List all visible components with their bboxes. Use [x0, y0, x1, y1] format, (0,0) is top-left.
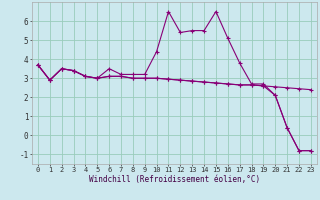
X-axis label: Windchill (Refroidissement éolien,°C): Windchill (Refroidissement éolien,°C) [89, 175, 260, 184]
